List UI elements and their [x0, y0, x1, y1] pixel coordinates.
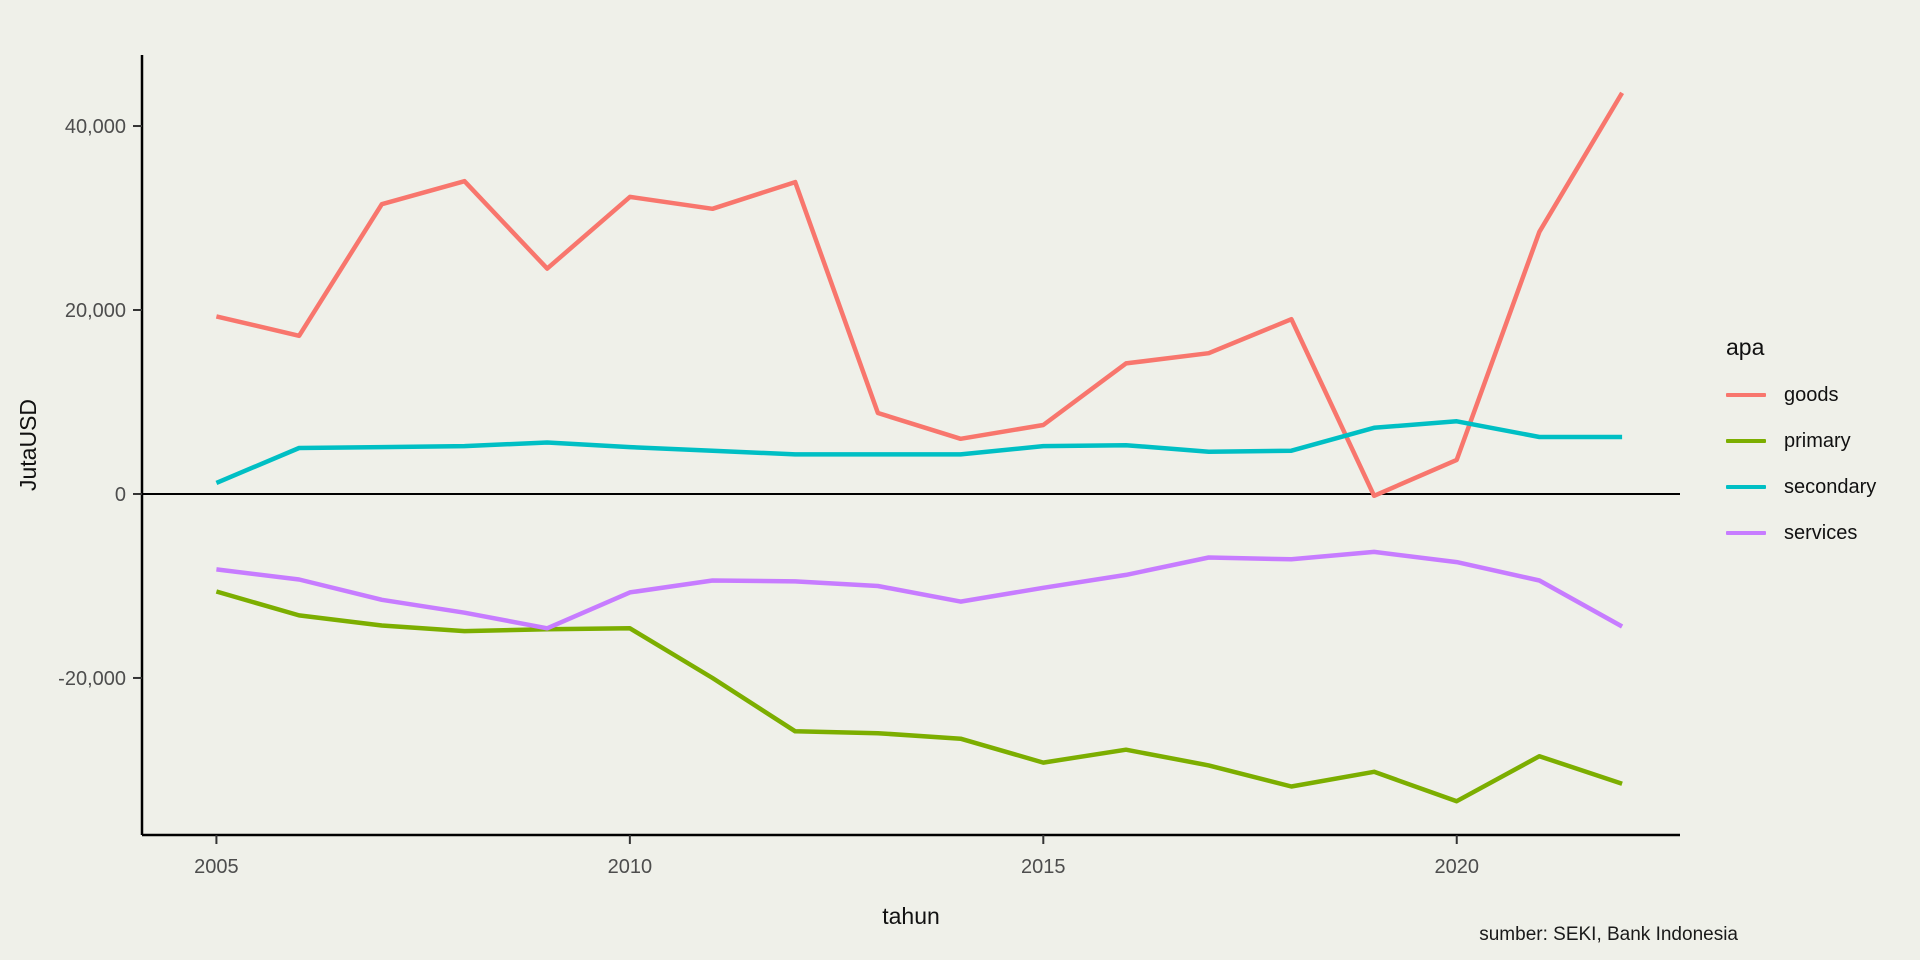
legend-label: secondary — [1784, 475, 1877, 498]
legend-label: services — [1784, 521, 1858, 544]
x-tick-label: 2015 — [1021, 856, 1066, 878]
legend-item-secondary: secondary — [1726, 475, 1877, 498]
x-tick-label: 2010 — [608, 856, 653, 878]
y-axis-title: JutaUSD — [15, 399, 41, 491]
legend-key-line-primary — [1726, 438, 1766, 444]
legend-title: apa — [1726, 334, 1765, 360]
series-line-secondary — [215, 419, 1623, 485]
legend-item-goods: goods — [1726, 383, 1876, 406]
legend-key-line-secondary — [1726, 484, 1766, 490]
y-tick-label: 20,000 — [65, 300, 126, 322]
legend-label: primary — [1784, 429, 1851, 452]
legend-item-services: services — [1726, 521, 1876, 544]
x-tick-label: 2020 — [1434, 856, 1479, 878]
series-line-services — [216, 549, 1624, 631]
x-tick-label: 2005 — [194, 856, 239, 878]
series-line-primary — [215, 589, 1623, 804]
y-tick-label: -20,000 — [58, 668, 126, 690]
legend-item-primary: primary — [1726, 429, 1876, 452]
series-line-goods — [215, 91, 1625, 499]
source-caption: sumber: SEKI, Bank Indonesia — [1479, 924, 1738, 945]
legend-key-line-services — [1726, 530, 1766, 536]
x-axis-title: tahun — [882, 903, 940, 929]
legend-label: goods — [1784, 383, 1839, 406]
legend: apa goods primary secondary services — [1726, 334, 1876, 569]
y-tick-label: 40,000 — [65, 116, 126, 138]
legend-key-line-goods — [1726, 392, 1766, 398]
y-tick-label: 0 — [115, 484, 126, 506]
